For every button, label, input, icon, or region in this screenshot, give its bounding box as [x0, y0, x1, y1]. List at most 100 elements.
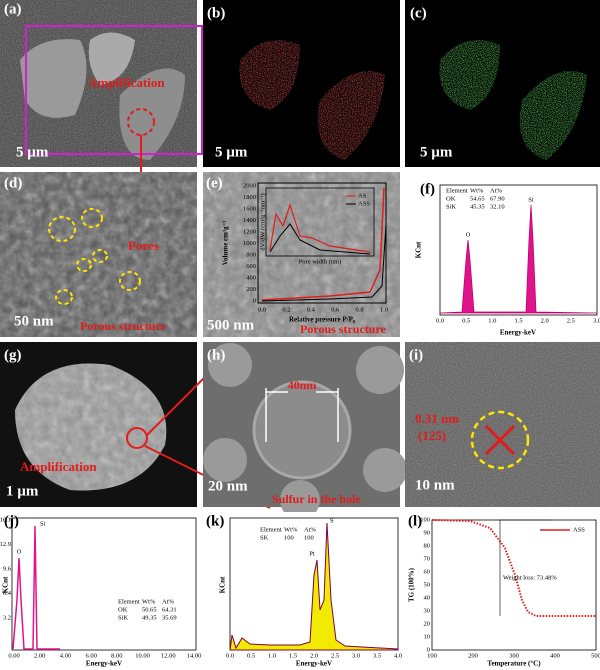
panel-label: (b)	[207, 5, 225, 21]
panel-b	[203, 0, 400, 167]
table-header: Wt%	[470, 187, 484, 194]
x-tick-label: 10.00	[135, 652, 150, 659]
y-tick-label: 400	[246, 274, 256, 281]
caption: Porous structure	[80, 319, 167, 333]
x-tick-label: 0.0	[226, 652, 234, 659]
y-tick-label: 10	[424, 633, 431, 640]
axis-label: KCnt	[219, 576, 227, 593]
x-tick-label: 2.0	[541, 317, 549, 324]
annotation: Amplification	[88, 75, 165, 90]
legend-label: ASS	[573, 526, 585, 533]
table-cell: 35.69	[162, 614, 177, 621]
annotation: Amplification	[20, 459, 97, 474]
y-tick-label: 1800	[243, 194, 256, 201]
x-tick-label: 2.5	[567, 317, 575, 324]
axis-label: KCnt	[2, 576, 10, 593]
x-tick-label: 0.6	[331, 306, 340, 313]
panel-label: (h)	[207, 347, 225, 363]
axis-label: Relative pressure P/P₀	[289, 316, 355, 324]
annotation: Weight loss: 73.48%	[503, 574, 557, 581]
axis-label: Energy-keV	[500, 329, 536, 337]
table-cell: OK	[446, 195, 456, 202]
table-header: Wt%	[284, 526, 298, 533]
panel-a	[0, 0, 203, 180]
panel-j	[0, 512, 200, 670]
table-header: Element	[260, 526, 282, 533]
panel-l	[405, 512, 600, 670]
y-tick-label: 30	[424, 607, 431, 614]
scale-bar-label: 1 µm	[6, 483, 39, 499]
panel-h	[203, 342, 407, 520]
x-tick-label: 2.00	[34, 652, 45, 659]
table-header: Wt%	[142, 598, 156, 605]
panel-label: (d)	[4, 175, 22, 191]
y-tick-label: 2000	[243, 182, 256, 189]
table-cell: OK	[118, 606, 128, 613]
panel-label: (e)	[206, 175, 223, 191]
panel-label: (a)	[4, 1, 22, 17]
x-tick-label: 0.8	[356, 306, 364, 313]
scale-bar-label: 5 µm	[16, 144, 49, 160]
panel-e	[203, 172, 400, 337]
table-cell: 67.90	[490, 195, 505, 202]
x-tick-label: 500	[591, 652, 600, 659]
x-tick-label: 300	[509, 652, 519, 659]
x-tick-label: 1.0	[488, 317, 496, 324]
y-tick-label: 50	[424, 581, 431, 588]
x-tick-label: 4.00	[60, 652, 71, 659]
scale-bar-label: 500 nm	[207, 317, 255, 333]
x-tick-label: 6.00	[85, 652, 96, 659]
legend-label: AS	[358, 192, 367, 199]
y-tick-label: 800	[246, 251, 256, 258]
y-tick-label: 0	[253, 297, 256, 304]
x-tick-label: 100	[427, 652, 437, 659]
y-tick-label: 9.6	[3, 565, 12, 572]
y-tick-label: 40	[424, 594, 431, 601]
y-tick-label: 1000	[243, 240, 256, 247]
x-tick-label: 1.0	[268, 652, 276, 659]
table-cell: SK	[260, 534, 269, 541]
y-tick-label: 12.9	[0, 541, 11, 548]
y-tick-label: 90	[424, 529, 431, 536]
scale-bar-label: 20 nm	[208, 478, 248, 494]
y-tick-label: 100	[420, 516, 430, 523]
table-cell: 32.10	[490, 203, 505, 210]
inset-axis-label: dV/dW (cm³g⁻¹nm⁻¹)	[259, 193, 266, 250]
x-tick-label: 3.0	[593, 317, 600, 324]
panel-g	[0, 342, 271, 509]
y-tick-label: 600	[246, 263, 256, 270]
axis-label: Energy-keV	[296, 660, 332, 668]
y-tick-label: 1200	[243, 228, 256, 235]
x-tick-label: 12.00	[161, 652, 176, 659]
axis-label: TG (100%)	[408, 567, 416, 602]
peak-label: Si	[528, 196, 534, 203]
y-tick-label: 1600	[243, 205, 256, 212]
panel-label: (f)	[420, 181, 435, 197]
panel-d	[0, 172, 197, 337]
x-tick-label: 1.0	[380, 306, 388, 313]
y-tick-label: 3.2	[3, 614, 11, 621]
table-cell: 100	[304, 534, 314, 541]
table-header: At%	[304, 526, 317, 533]
x-tick-label: 0.5	[462, 317, 470, 324]
peak-label: O	[17, 548, 22, 555]
dimension-label: 40nm	[288, 378, 317, 392]
table-cell: 54.65	[470, 195, 485, 202]
table-cell: SiK	[446, 203, 456, 210]
caption: Sulfur in the hole	[272, 492, 361, 506]
panel-f	[405, 172, 600, 337]
y-tick-label: 20	[424, 620, 431, 627]
panel-k	[203, 512, 400, 670]
table-cell: 50.65	[142, 606, 157, 613]
panel-label: (j)	[4, 513, 19, 529]
x-tick-label: 2.5	[331, 652, 339, 659]
table-cell: 49.35	[142, 614, 157, 621]
x-tick-label: 0.2	[282, 306, 290, 313]
annotation: 0.31 nm	[415, 411, 459, 426]
table-header: At%	[490, 187, 503, 194]
x-tick-label: 14.00	[187, 652, 202, 659]
y-tick-label: 1400	[243, 217, 256, 224]
y-tick-label: 70	[424, 555, 431, 562]
x-tick-label: 1.5	[514, 317, 522, 324]
